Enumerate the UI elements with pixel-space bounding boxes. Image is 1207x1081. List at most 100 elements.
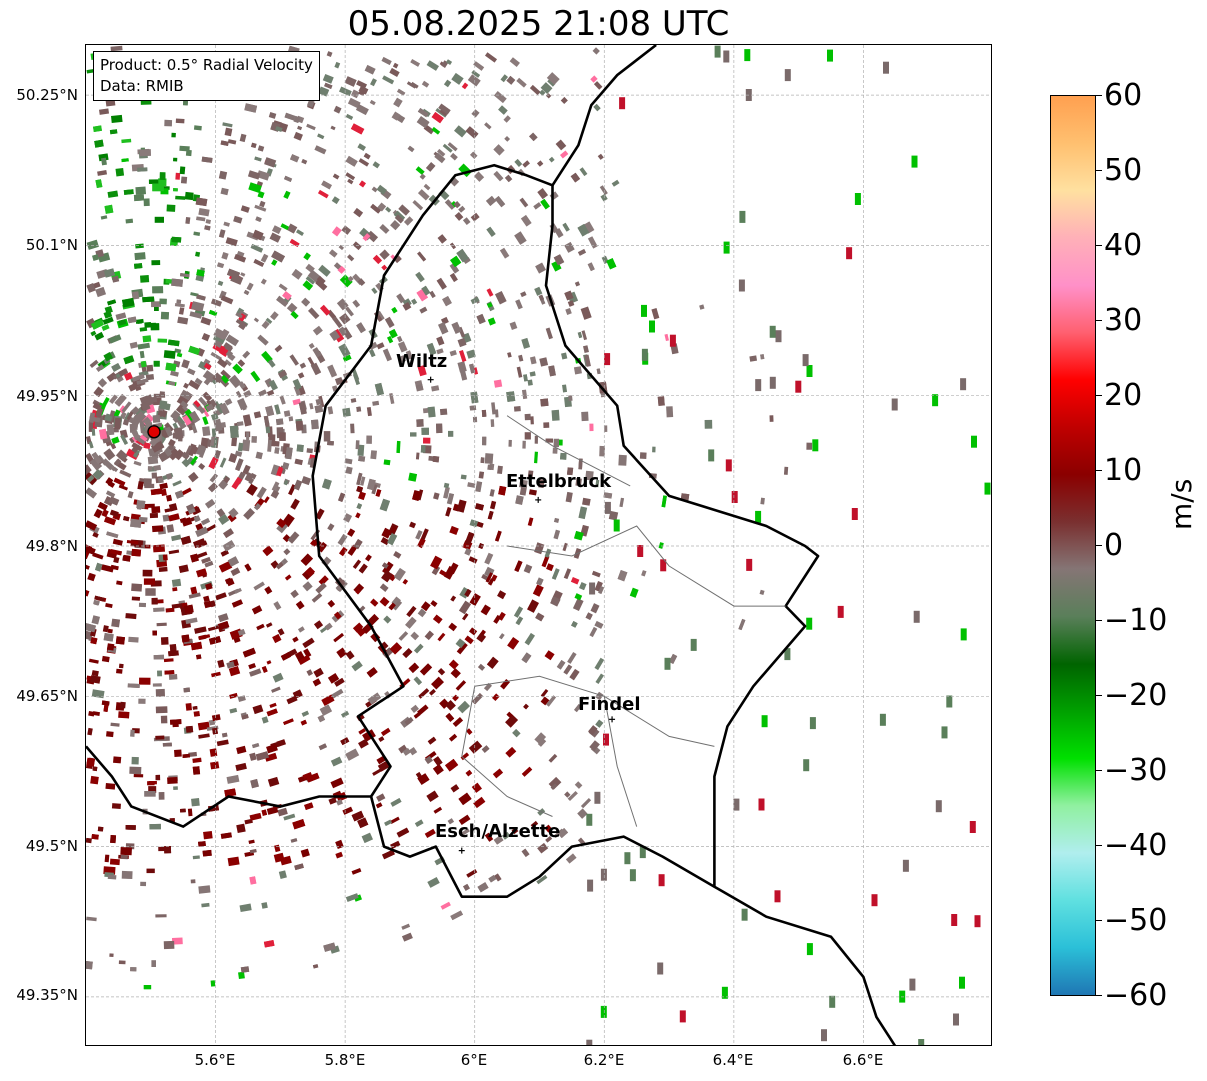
echo-pixel: [416, 116, 430, 129]
echo-pixel: [493, 91, 507, 104]
echo-pixel: [282, 534, 291, 543]
echo-pixel: [147, 456, 159, 465]
echo-pixel: [147, 781, 155, 786]
echo-pixel: [974, 915, 981, 928]
echo-pixel: [591, 570, 601, 578]
echo-pixel: [126, 550, 133, 556]
echo-pixel: [231, 599, 243, 608]
echo-pixel: [466, 349, 476, 359]
echo-pixel: [600, 868, 607, 881]
echo-pixel: [232, 363, 243, 374]
echo-pixel: [809, 717, 816, 730]
echo-pixel: [92, 532, 99, 538]
radar-map[interactable]: [85, 44, 992, 1046]
echo-pixel: [493, 614, 502, 624]
echo-pixel: [456, 248, 469, 263]
echo-pixel: [236, 421, 244, 427]
echo-pixel: [415, 384, 424, 391]
echo-pixel: [445, 506, 452, 517]
echo-pixel: [358, 180, 366, 188]
echo-pixel: [162, 742, 172, 747]
echo-pixel: [181, 451, 190, 460]
echo-pixel: [132, 424, 138, 430]
echo-pixel: [224, 359, 232, 367]
echo-pixel: [311, 419, 319, 430]
echo-pixel: [293, 131, 303, 141]
echo-pixel: [136, 500, 146, 509]
echo-pixel: [530, 416, 534, 425]
echo-pixel: [500, 74, 509, 83]
echo-pixel: [465, 769, 473, 777]
echo-pixel: [330, 125, 336, 131]
echo-pixel: [210, 298, 223, 307]
echo-pixel: [393, 97, 403, 108]
echo-pixel: [428, 455, 434, 462]
echo-pixel: [421, 427, 430, 435]
echo-pixel: [257, 191, 265, 199]
echo-pixel: [389, 816, 400, 824]
echo-pixel: [131, 548, 142, 557]
echo-pixel: [783, 466, 789, 475]
echo-pixel: [256, 170, 270, 181]
echo-pixel: [256, 623, 265, 631]
echo-pixel: [497, 465, 503, 475]
echo-pixel: [312, 325, 323, 336]
echo-pixel: [453, 201, 461, 209]
echo-pixel: [281, 558, 288, 565]
echo-pixel: [769, 376, 776, 389]
echo-pixel: [209, 748, 218, 757]
echo-pixel: [548, 365, 556, 377]
echo-pixel: [279, 432, 286, 441]
echo-pixel: [487, 317, 496, 326]
echo-pixel: [539, 89, 546, 96]
echo-pixel: [516, 366, 523, 378]
echo-pixel: [118, 319, 127, 326]
echo-pixel: [540, 696, 550, 706]
colorbar-tick-60: 60: [1104, 78, 1143, 113]
echo-pixel: [547, 78, 556, 87]
echo-pixel: [449, 272, 458, 283]
echo-pixel: [548, 156, 555, 163]
echo-pixel: [123, 554, 131, 562]
echo-pixel: [138, 698, 146, 704]
echo-pixel: [365, 554, 372, 562]
echo-pixel: [218, 479, 228, 490]
echo-pixel: [121, 138, 132, 144]
canton-boundary: [461, 686, 553, 817]
echo-pixel: [564, 241, 575, 253]
echo-pixel: [416, 419, 424, 427]
colorbar-tick-mark: [1096, 845, 1102, 846]
echo-pixel: [410, 631, 420, 641]
echo-pixel: [466, 869, 478, 878]
echo-pixel: [319, 304, 331, 316]
echo-pixel: [447, 430, 454, 437]
echo-pixel: [268, 379, 279, 391]
echo-pixel: [469, 519, 479, 528]
echo-pixel: [544, 824, 553, 833]
echo-pixel: [113, 409, 121, 418]
echo-pixel: [594, 657, 605, 671]
echo-pixel: [134, 411, 147, 423]
echo-pixel: [207, 482, 218, 493]
echo-pixel: [153, 607, 165, 612]
echo-pixel: [220, 832, 232, 839]
echo-pixel: [755, 379, 762, 392]
echo-pixel: [167, 447, 181, 461]
echo-pixel: [464, 548, 472, 556]
echo-pixel: [586, 1039, 593, 1045]
echo-pixel: [329, 249, 338, 258]
echo-pixel: [381, 264, 388, 271]
echo-pixel: [613, 519, 620, 532]
echo-pixel: [383, 459, 391, 466]
colorbar-tick-mark: [1096, 245, 1102, 246]
echo-pixel: [95, 407, 104, 418]
echo-pixel: [155, 914, 167, 918]
echo-pixel: [196, 654, 202, 660]
echo-pixel: [152, 183, 164, 192]
echo-pixel: [192, 757, 202, 763]
echo-pixel: [188, 592, 201, 599]
echo-pixel: [291, 268, 303, 280]
echo-pixel: [415, 452, 420, 460]
echo-pixel: [514, 560, 523, 572]
echo-pixel: [389, 393, 395, 405]
